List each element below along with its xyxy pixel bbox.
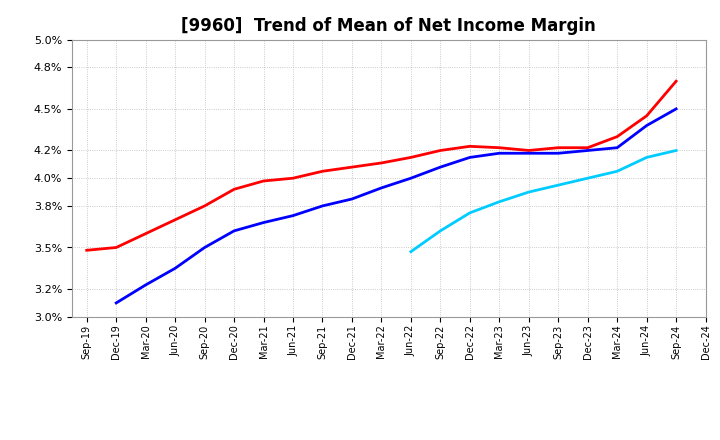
7 Years — [495, 199, 503, 205]
5 Years — [318, 203, 327, 209]
3 Years — [672, 79, 680, 84]
3 Years — [112, 245, 120, 250]
5 Years — [613, 145, 621, 150]
5 Years — [289, 213, 297, 218]
5 Years — [495, 150, 503, 156]
3 Years — [318, 169, 327, 174]
3 Years — [141, 231, 150, 236]
3 Years — [171, 217, 179, 223]
3 Years — [259, 178, 268, 183]
5 Years — [672, 106, 680, 112]
7 Years — [672, 148, 680, 153]
7 Years — [466, 210, 474, 216]
7 Years — [524, 189, 533, 194]
3 Years — [289, 176, 297, 181]
5 Years — [259, 220, 268, 225]
3 Years — [348, 165, 356, 170]
3 Years — [642, 113, 651, 118]
Title: [9960]  Trend of Mean of Net Income Margin: [9960] Trend of Mean of Net Income Margi… — [181, 17, 596, 35]
3 Years — [495, 145, 503, 150]
3 Years — [82, 248, 91, 253]
5 Years — [642, 123, 651, 128]
5 Years — [407, 176, 415, 181]
Line: 3 Years: 3 Years — [86, 81, 676, 250]
5 Years — [583, 148, 592, 153]
3 Years — [407, 155, 415, 160]
7 Years — [613, 169, 621, 174]
5 Years — [112, 300, 120, 305]
3 Years — [583, 145, 592, 150]
5 Years — [466, 155, 474, 160]
3 Years — [200, 203, 209, 209]
5 Years — [348, 196, 356, 202]
3 Years — [613, 134, 621, 139]
7 Years — [436, 228, 445, 234]
Line: 5 Years: 5 Years — [116, 109, 676, 303]
3 Years — [377, 160, 386, 165]
5 Years — [436, 165, 445, 170]
3 Years — [524, 148, 533, 153]
3 Years — [466, 144, 474, 149]
5 Years — [171, 266, 179, 271]
5 Years — [554, 150, 562, 156]
Line: 7 Years: 7 Years — [411, 150, 676, 252]
3 Years — [230, 187, 238, 192]
7 Years — [554, 183, 562, 188]
7 Years — [583, 176, 592, 181]
5 Years — [200, 245, 209, 250]
7 Years — [642, 155, 651, 160]
5 Years — [141, 282, 150, 288]
3 Years — [436, 148, 445, 153]
5 Years — [230, 228, 238, 234]
3 Years — [554, 145, 562, 150]
5 Years — [524, 150, 533, 156]
5 Years — [377, 185, 386, 191]
7 Years — [407, 249, 415, 254]
